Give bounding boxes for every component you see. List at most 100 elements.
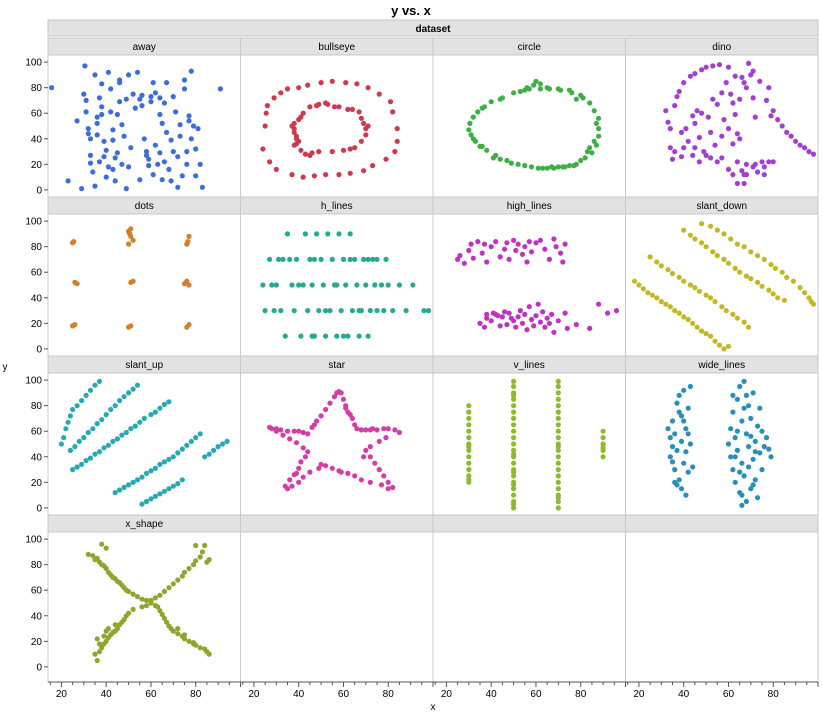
- data-point: [287, 477, 293, 483]
- data-point: [126, 588, 132, 595]
- data-point: [70, 467, 76, 473]
- y-tick-label: 40: [31, 611, 43, 622]
- data-point: [596, 126, 602, 132]
- data-point: [137, 177, 143, 183]
- data-point: [349, 308, 355, 314]
- data-point: [284, 428, 291, 434]
- data-point: [347, 231, 353, 237]
- data-point: [108, 109, 114, 115]
- data-point: [502, 246, 508, 252]
- data-point: [349, 415, 355, 421]
- panel-header: [240, 514, 434, 533]
- data-point: [298, 147, 304, 153]
- data-point: [748, 433, 754, 439]
- data-point: [94, 657, 100, 664]
- plot-frame: [47, 372, 241, 516]
- data-point: [271, 95, 277, 101]
- data-point: [139, 92, 145, 98]
- data-point: [325, 101, 331, 107]
- data-point: [101, 633, 107, 639]
- data-point: [307, 104, 313, 110]
- data-point: [67, 413, 73, 419]
- data-point: [152, 409, 158, 415]
- data-point: [759, 467, 765, 473]
- data-point: [83, 109, 89, 115]
- data-point: [152, 493, 158, 499]
- data-point: [280, 256, 286, 262]
- data-point: [356, 333, 362, 339]
- data-point: [761, 164, 767, 170]
- data-point: [166, 399, 172, 405]
- data-point: [305, 449, 311, 455]
- data-point: [755, 423, 761, 429]
- data-point: [273, 166, 279, 172]
- data-point: [555, 164, 561, 170]
- data-point: [134, 382, 141, 388]
- data-point: [296, 428, 302, 434]
- data-point: [687, 441, 694, 447]
- data-point: [734, 131, 741, 137]
- data-point: [96, 159, 103, 165]
- data-point: [345, 470, 351, 476]
- data-point: [748, 276, 754, 282]
- data-point: [692, 145, 698, 151]
- data-point: [327, 308, 333, 314]
- panel-empty: [625, 514, 819, 683]
- data-point: [672, 467, 678, 473]
- panel-title: star: [328, 360, 345, 371]
- data-point: [197, 645, 203, 651]
- data-point: [170, 581, 176, 587]
- x-tick-label: 20: [441, 689, 453, 700]
- data-point: [549, 311, 555, 317]
- data-point: [179, 573, 185, 579]
- data-point: [551, 236, 557, 242]
- data-point: [555, 505, 561, 511]
- data-point: [743, 172, 750, 178]
- data-point: [387, 99, 394, 105]
- data-point: [157, 150, 163, 156]
- y-tick-label: 40: [31, 452, 43, 463]
- data-point: [533, 78, 539, 84]
- y-tick-label: 20: [31, 637, 43, 648]
- data-point: [802, 145, 808, 151]
- data-point: [708, 295, 714, 301]
- data-point: [481, 241, 488, 247]
- data-point: [186, 322, 192, 328]
- data-point: [546, 256, 553, 262]
- chart-title: y vs. x: [391, 3, 432, 18]
- data-point: [193, 542, 199, 549]
- data-point: [510, 396, 517, 402]
- data-point: [186, 233, 192, 239]
- data-point: [385, 426, 391, 432]
- data-point: [479, 250, 485, 256]
- data-point: [533, 240, 539, 246]
- data-point: [126, 164, 132, 170]
- data-point: [466, 460, 472, 466]
- data-point: [775, 295, 781, 301]
- data-point: [108, 406, 114, 413]
- data-point: [757, 450, 763, 456]
- data-point: [291, 308, 297, 314]
- data-point: [263, 110, 269, 116]
- data-point: [654, 259, 660, 265]
- data-point: [358, 477, 364, 483]
- panel-v_lines: v_lines: [432, 355, 626, 516]
- data-point: [741, 405, 747, 411]
- data-point: [365, 123, 371, 129]
- data-point: [143, 470, 150, 476]
- data-point: [157, 592, 163, 598]
- data-point: [560, 164, 566, 170]
- data-point: [732, 265, 738, 271]
- data-point: [323, 333, 329, 339]
- data-point: [737, 96, 743, 102]
- data-point: [101, 138, 107, 144]
- data-point: [484, 315, 490, 321]
- data-point: [502, 309, 508, 315]
- data-point: [358, 138, 364, 144]
- data-point: [555, 390, 561, 396]
- data-point: [708, 129, 714, 135]
- data-point: [164, 129, 170, 135]
- data-point: [566, 163, 573, 169]
- data-point: [381, 308, 387, 314]
